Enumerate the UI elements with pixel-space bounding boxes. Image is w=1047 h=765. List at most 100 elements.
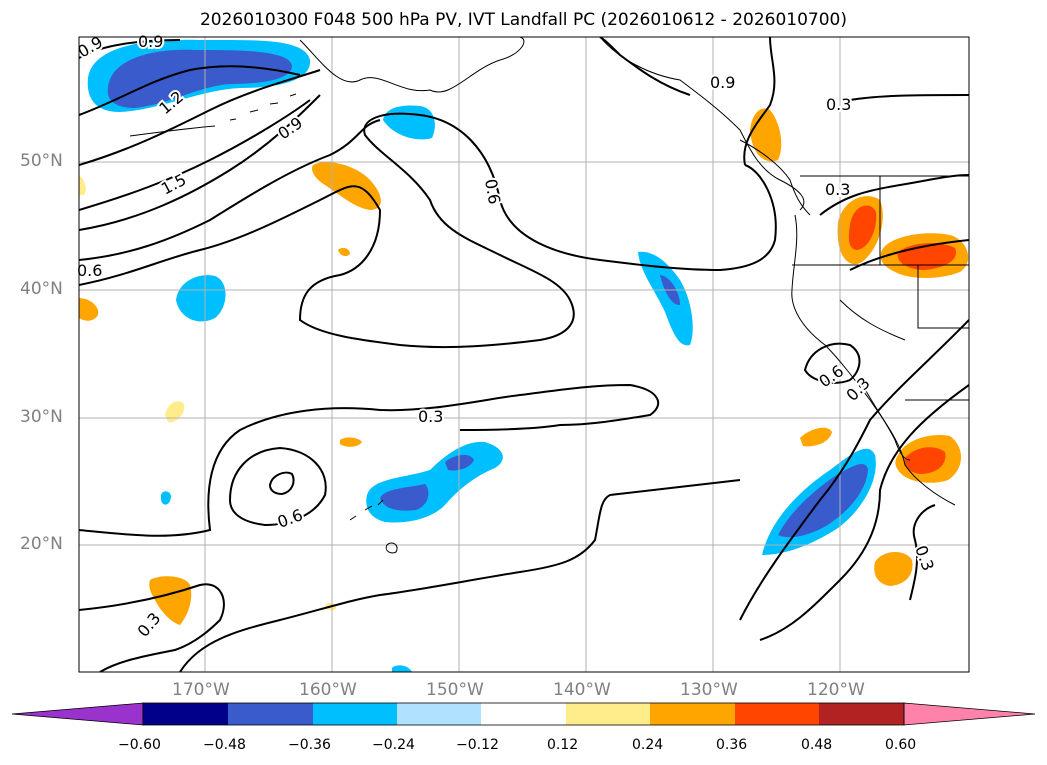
shade-positive-south-pac xyxy=(149,576,192,625)
contour-0.3-bottom xyxy=(179,479,741,672)
lon-label-120w: 120°W xyxy=(807,680,865,700)
colorbar-tick-label: −0.36 xyxy=(288,737,331,753)
us-west-coast xyxy=(791,214,956,506)
negative-anomaly-shading xyxy=(87,39,876,672)
contour-0.6-se xyxy=(739,319,969,621)
contour-0.3-big-south xyxy=(79,583,225,672)
shade-negative-subtropical xyxy=(366,441,503,523)
map-title: 2026010300 F048 500 hPa PV, IVT Landfall… xyxy=(199,10,847,30)
contour-label: 0.6 xyxy=(77,261,102,280)
shade-positive-mexico-core xyxy=(904,447,946,474)
contour-0.9-nw xyxy=(79,39,181,59)
colorbar-bin xyxy=(566,703,650,725)
state-border-3 xyxy=(917,265,969,329)
lon-label-130w: 130°W xyxy=(680,680,738,700)
contour-label: 0.6 xyxy=(481,177,504,205)
lon-label-170w: 170°W xyxy=(172,680,230,700)
shade-positive-oregon-core xyxy=(848,205,877,250)
inland-border xyxy=(839,299,906,341)
alaska-panhandle xyxy=(599,37,805,211)
alaska-coast xyxy=(299,37,525,93)
contour-0.3-ne2 xyxy=(819,174,969,216)
shade-positive-dot2 xyxy=(340,437,362,447)
contour-label: 0.3 xyxy=(825,180,850,199)
baja-peninsula xyxy=(859,379,911,461)
colorbar-bin xyxy=(143,703,228,725)
contour-label: 0.3 xyxy=(842,373,873,404)
contour-0.6-big xyxy=(79,112,777,349)
colorbar-bin xyxy=(313,703,397,725)
contour-0.9-mid xyxy=(79,69,321,166)
lat-label-40n: 40°N xyxy=(20,279,63,299)
colorbar-tick-label: 0.24 xyxy=(632,737,664,753)
shade-positive-dot1 xyxy=(165,401,185,423)
shade-positive-dot3 xyxy=(338,247,350,257)
shade-negative-nw-core xyxy=(107,49,293,108)
contour-0.3-se xyxy=(759,384,969,641)
shade-negative-aleutian xyxy=(383,105,435,140)
colorbar-tick-label: −0.60 xyxy=(118,737,161,753)
contour-label: 0.9 xyxy=(138,32,163,51)
shade-positive-west-edge xyxy=(79,298,99,321)
contour-0.6-loop xyxy=(803,342,861,384)
contour-label: 0.3 xyxy=(418,407,443,426)
shade-negative-dot1 xyxy=(161,491,171,505)
colorbar-tick-label: 0.36 xyxy=(716,737,748,753)
colorbar-tick-label: −0.24 xyxy=(372,737,415,753)
map-content xyxy=(79,37,969,672)
colorbar-tick-label: 0.48 xyxy=(801,737,833,753)
lon-label-150w: 150°W xyxy=(426,680,484,700)
coastlines xyxy=(129,37,969,554)
contour-label: 0.9 xyxy=(710,73,735,92)
contour-1.2 xyxy=(79,65,301,116)
colorbar-tick-label: −0.48 xyxy=(203,737,246,753)
hawaii xyxy=(349,499,398,554)
colorbar-bin xyxy=(650,703,735,725)
contour-0.3-ne xyxy=(849,94,969,101)
contour-0.3-long xyxy=(79,383,660,537)
colorbar-tick-label: −0.12 xyxy=(456,737,499,753)
colorbar-bin xyxy=(481,703,566,725)
contour-label: 0.3 xyxy=(911,543,938,573)
colorbar xyxy=(11,702,1036,726)
map-frame xyxy=(78,36,970,673)
colorbar-tick-label: 0.60 xyxy=(885,737,917,753)
contour-label: 0.9 xyxy=(274,113,306,143)
contour-0.9-ne xyxy=(743,37,776,166)
contour-label: 0.3 xyxy=(134,609,165,641)
colorbar-tick-label: 0.12 xyxy=(547,737,579,753)
colorbar-extend-left xyxy=(11,702,144,726)
gridlines xyxy=(79,37,969,672)
contour-1.5b xyxy=(79,94,321,231)
shade-negative-central xyxy=(176,275,226,322)
lon-label-140w: 140°W xyxy=(553,680,611,700)
lon-label-160w: 160°W xyxy=(299,680,357,700)
shade-negative-dot2 xyxy=(392,665,412,672)
lat-label-30n: 30°N xyxy=(20,407,63,427)
pv-contours xyxy=(79,37,969,672)
shade-negative-southeast-core xyxy=(778,463,868,538)
shade-positive-alaska-gulf xyxy=(312,162,381,210)
positive-anomaly-shading xyxy=(79,108,969,625)
contour-label-layer: 0.9 0.9 1.2 0.9 1.5 0.6 0.6 0.9 0.3 0.3 … xyxy=(73,30,940,643)
lat-label-20n: 20°N xyxy=(20,534,63,554)
aleutian-islands xyxy=(129,93,297,137)
contour-0.3-far-se xyxy=(909,504,936,601)
colorbar-outline xyxy=(142,702,905,726)
colorbar-extend-right xyxy=(903,702,1036,726)
shade-positive-baja xyxy=(800,427,832,447)
contour-0.9-east xyxy=(599,37,691,96)
contour-1.5 xyxy=(79,99,311,211)
contour-0.6-inner xyxy=(268,471,295,496)
colorbar-bin xyxy=(819,703,904,725)
colorbar-bin xyxy=(735,703,819,725)
contour-label: 0.6 xyxy=(275,505,305,532)
shade-positive-south-mexico xyxy=(874,551,913,586)
bc-coast xyxy=(739,139,811,216)
lat-label-50n: 50°N xyxy=(20,151,63,171)
shade-positive-west-edge2 xyxy=(79,175,86,195)
contour-label: 0.3 xyxy=(826,95,851,114)
shade-negative-subtropical-core xyxy=(380,484,429,511)
contour-0.6-west xyxy=(79,119,381,261)
shade-positive-bc xyxy=(750,108,782,162)
